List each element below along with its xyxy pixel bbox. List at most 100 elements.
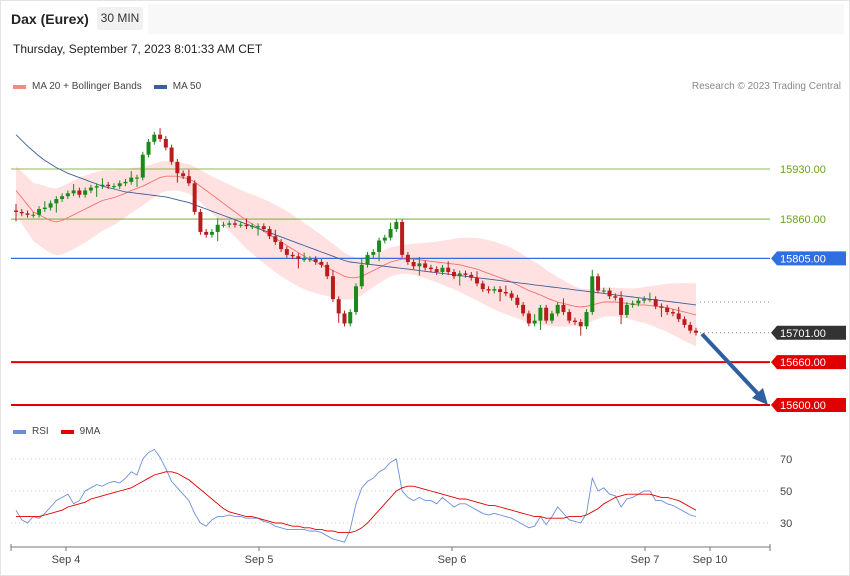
candle-body: [532, 320, 537, 324]
candle-body: [152, 134, 157, 142]
legend-item-ma50: MA 50: [153, 81, 202, 92]
level-label-15860.00: 15860.00: [780, 214, 826, 226]
candle-body: [607, 290, 612, 297]
candle-body: [434, 269, 439, 272]
candle-body: [630, 303, 635, 305]
legend-label-ma20: MA 20 + Bollinger Bands: [32, 81, 142, 92]
level-tag-15805.00: [771, 251, 846, 266]
x-axis-label: Sep 6: [438, 554, 467, 566]
candle-body: [54, 199, 59, 204]
candle-body: [175, 161, 180, 174]
candle-body: [526, 313, 531, 324]
candle-body: [584, 312, 589, 327]
candle-body: [469, 274, 474, 278]
candle-body: [578, 322, 583, 327]
x-axis-label: Sep 5: [245, 554, 274, 566]
chart-datetime: Thursday, September 7, 2023 8:01:33 AM C…: [13, 42, 263, 56]
timeframe-button[interactable]: 30 MIN: [97, 7, 143, 30]
candle-body: [601, 290, 606, 292]
candle-body: [371, 251, 376, 255]
chart-header: Dax (Eurex) 30 MIN: [0, 0, 850, 38]
candle-body: [330, 276, 335, 300]
candle-body: [619, 297, 624, 315]
candle-body: [181, 173, 186, 177]
candle-body: [486, 289, 491, 291]
candle-body: [250, 226, 255, 228]
candle-body: [388, 229, 393, 238]
candle-body: [417, 263, 422, 267]
rsi-tick-50: 50: [780, 486, 792, 498]
x-axis-label: Sep 7: [631, 554, 660, 566]
candle-body: [365, 254, 370, 265]
candle-body: [88, 187, 93, 191]
candle-body: [71, 190, 76, 194]
candle-body: [336, 299, 341, 314]
legend-label-ma50: MA 50: [172, 81, 202, 92]
rsi-tick-30: 30: [780, 518, 792, 530]
candle-body: [204, 231, 209, 235]
level-tag-15660.00: [771, 355, 846, 370]
candle-body: [37, 209, 42, 215]
candle-body: [77, 190, 82, 195]
candle-body: [359, 264, 364, 287]
candle-body: [348, 312, 353, 324]
candle-body: [146, 141, 151, 155]
candle-body: [428, 267, 433, 270]
candle-body: [106, 184, 111, 187]
instrument-title: Dax (Eurex): [11, 11, 89, 27]
ma20-line: [15, 175, 697, 316]
candle-body: [549, 313, 554, 321]
candle-body: [394, 221, 399, 230]
candle-body: [653, 299, 658, 307]
header-toolbar-area: [148, 4, 844, 34]
candle-body: [65, 193, 70, 197]
level-tag-15600.00: [771, 398, 846, 412]
candle-body: [480, 283, 485, 290]
forecast-arrow-shaft: [700, 332, 762, 398]
candle-body: [670, 312, 675, 314]
candle-body: [192, 183, 197, 212]
candle-body: [244, 224, 249, 227]
candle-body: [636, 300, 641, 304]
candle-body: [694, 330, 698, 333]
candle-body: [19, 211, 24, 214]
candle-body: [111, 186, 116, 188]
candle-body: [279, 241, 284, 250]
rsi-legend: RSI 9MA: [13, 426, 112, 437]
candle-body: [475, 277, 480, 284]
candle-body: [221, 224, 226, 226]
candle-body: [186, 176, 191, 184]
level-label-15805.00: 15805.00: [780, 253, 826, 265]
candle-body: [48, 203, 53, 208]
candle-body: [665, 307, 670, 313]
candle-body: [555, 304, 560, 314]
x-axis-label: Sep 10: [693, 554, 728, 566]
candle-body: [400, 221, 405, 255]
candle-body: [158, 134, 163, 139]
candle-body: [256, 226, 261, 228]
candle-body: [296, 256, 301, 260]
candle-body: [382, 237, 387, 241]
legend-swatch-ma50: [153, 84, 167, 89]
candle-body: [198, 211, 203, 232]
candle-body: [209, 231, 214, 235]
candle-body: [503, 292, 508, 294]
rsi-line: [15, 448, 697, 543]
candle-body: [682, 319, 687, 325]
legend-label-rsi: RSI: [32, 426, 49, 437]
legend-swatch-ma20: [13, 84, 26, 89]
candle-body: [405, 254, 410, 262]
candle-body: [123, 181, 128, 184]
candle-body: [688, 324, 693, 331]
level-label-15930.00: 15930.00: [780, 164, 826, 176]
candle-body: [94, 186, 99, 188]
candle-body: [25, 213, 30, 215]
candle-body: [83, 190, 88, 195]
candle-body: [238, 224, 243, 226]
copyright-note: Research © 2023 Trading Central: [691, 81, 841, 92]
candle-body: [613, 296, 618, 298]
candle-body: [515, 297, 520, 305]
candle-body: [624, 304, 629, 315]
legend-label-9ma: 9MA: [79, 426, 101, 437]
